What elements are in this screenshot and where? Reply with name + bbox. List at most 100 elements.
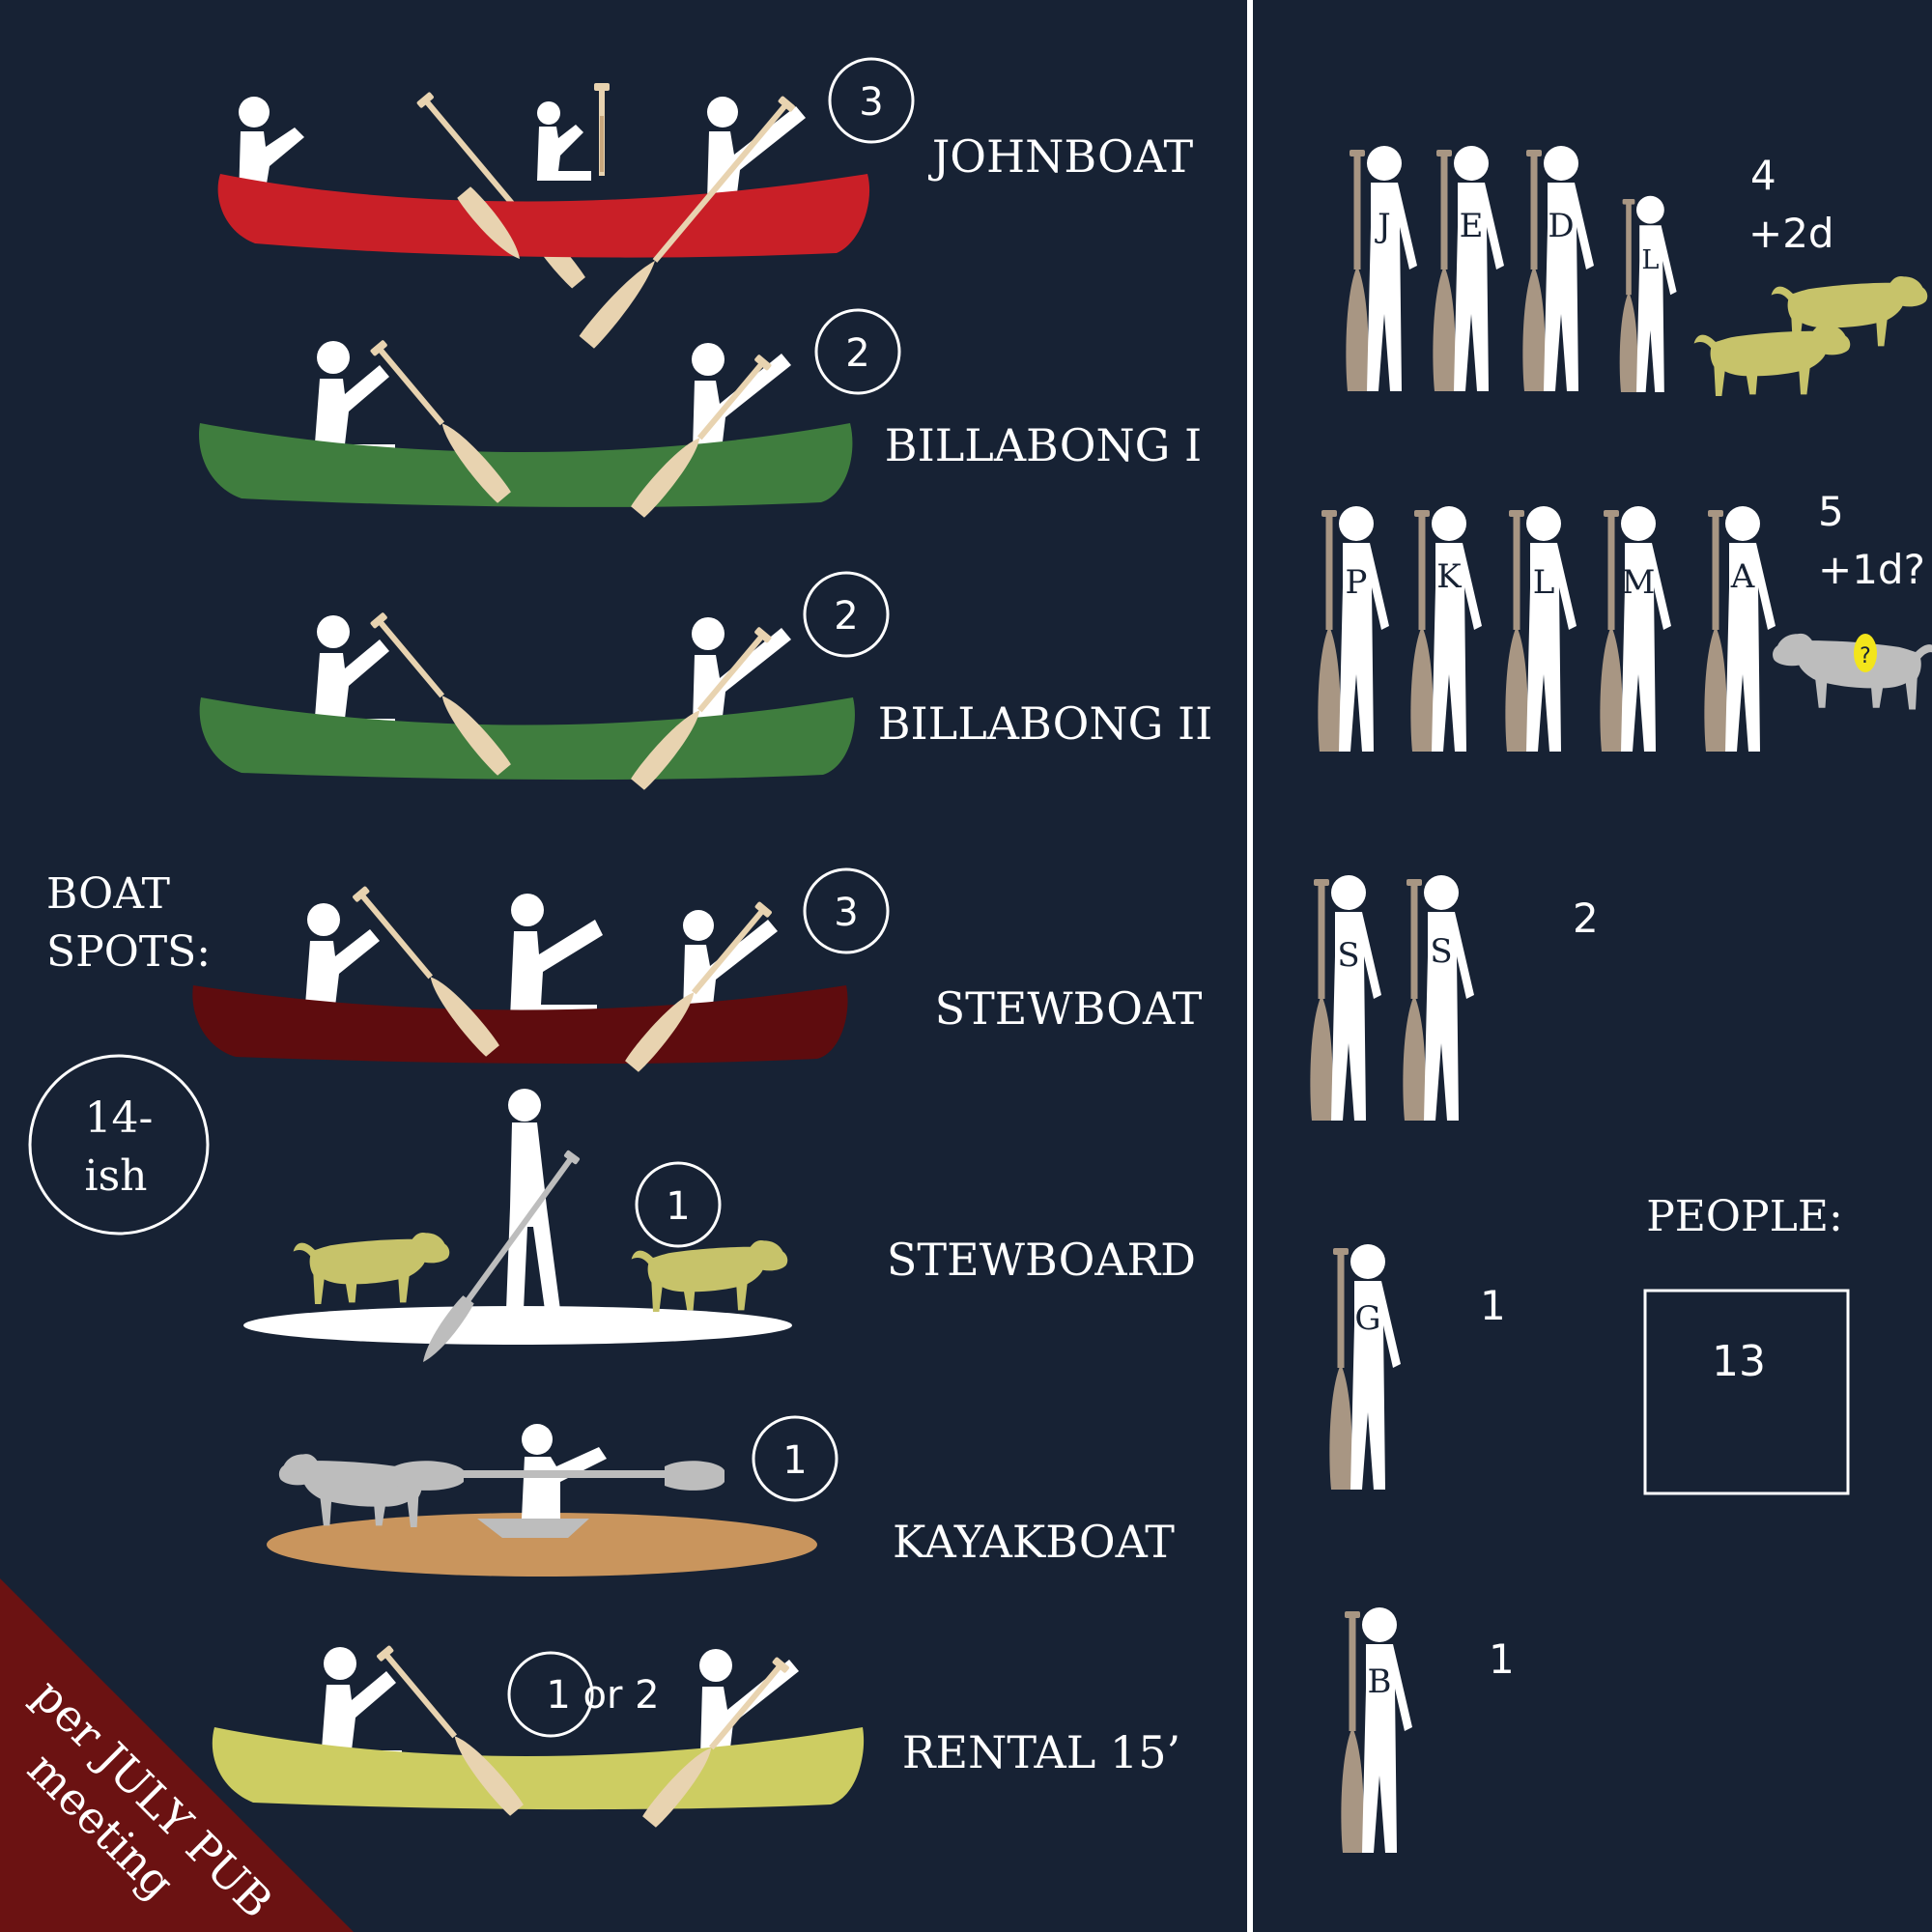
paddler-figure bbox=[314, 341, 395, 456]
question-mark: ? bbox=[1860, 644, 1871, 668]
paddler-figure bbox=[692, 343, 791, 450]
boat-kayakboat: 1 KAYAKBOAT bbox=[267, 1415, 1175, 1577]
spots-circle bbox=[803, 867, 890, 954]
spots-circle bbox=[828, 57, 915, 144]
paddler-figure bbox=[683, 910, 778, 1014]
boat-spots-total: 14- bbox=[85, 1094, 154, 1143]
group-dogs: +1d? bbox=[1818, 546, 1925, 593]
spots-count: 3 bbox=[834, 891, 858, 935]
standing-person: S bbox=[1310, 875, 1381, 1121]
kayak-hull bbox=[267, 1513, 817, 1577]
boat-spots-total: ish bbox=[85, 1151, 148, 1201]
people-group-3: S S 2 bbox=[1310, 875, 1599, 1121]
boat-name: STEWBOAT bbox=[935, 982, 1203, 1035]
standing-person: E bbox=[1433, 146, 1504, 391]
people-label: PEOPLE: bbox=[1646, 1192, 1843, 1241]
oar-icon bbox=[625, 901, 772, 1072]
standing-person: A bbox=[1704, 506, 1776, 752]
group-dogs: +2d bbox=[1748, 210, 1834, 257]
boat-name: BILLABONG I bbox=[885, 419, 1202, 471]
paddler-figure bbox=[537, 101, 591, 181]
spots-count: 2 bbox=[834, 594, 858, 639]
standing-person: K bbox=[1410, 506, 1482, 752]
standing-person: B bbox=[1341, 1607, 1412, 1853]
spots-count: 2 bbox=[845, 331, 869, 376]
group-count: 4 bbox=[1750, 152, 1776, 199]
dog-icon bbox=[1773, 633, 1932, 710]
person-initial: L bbox=[1533, 563, 1555, 602]
boat-name: BILLABONG II bbox=[878, 697, 1213, 750]
paddler-figure bbox=[314, 615, 395, 730]
person-initial: K bbox=[1436, 557, 1462, 596]
boat-spots-label: BOAT bbox=[46, 869, 170, 919]
boat-billabong-2: 2 BILLABONG II bbox=[199, 571, 1213, 790]
boat-name: RENTAL 15’ bbox=[902, 1726, 1180, 1778]
standing-paddler-figure bbox=[506, 1089, 560, 1310]
spots-count: 1 bbox=[782, 1438, 807, 1483]
oar-icon bbox=[594, 83, 610, 176]
paddler-figure bbox=[304, 903, 393, 1018]
spots-count: 1 bbox=[666, 1184, 690, 1229]
person-initial: D bbox=[1548, 207, 1574, 245]
boat-johnboat: 3 JOHNBOAT bbox=[217, 57, 1193, 349]
boat-spots-total-circle bbox=[28, 1054, 210, 1236]
standing-person: D bbox=[1522, 146, 1594, 391]
boat-stewboat: 3 STEWBOAT bbox=[192, 867, 1203, 1072]
spots-circle bbox=[814, 308, 901, 395]
paddler-figure bbox=[321, 1647, 402, 1762]
person-initial: M bbox=[1622, 563, 1656, 602]
person-initial: B bbox=[1368, 1662, 1392, 1701]
spots-circle bbox=[752, 1415, 838, 1502]
panel-divider bbox=[1247, 0, 1253, 1932]
oar-icon bbox=[377, 1645, 524, 1816]
person-initial: L bbox=[1641, 245, 1659, 275]
person-initial: E bbox=[1460, 207, 1484, 245]
standing-person: S bbox=[1403, 875, 1474, 1121]
spots-circle bbox=[635, 1161, 722, 1248]
standing-person: J bbox=[1346, 146, 1417, 391]
oar-icon bbox=[642, 1657, 789, 1828]
group-count: 5 bbox=[1818, 488, 1844, 535]
people-group-2: P K L M A 5 +1d? ? bbox=[1318, 488, 1932, 752]
people-total: 13 bbox=[1712, 1337, 1766, 1386]
people-group-4: G 1 bbox=[1329, 1244, 1506, 1490]
spots-circle bbox=[507, 1651, 594, 1738]
dog-icon bbox=[293, 1232, 450, 1304]
oar-blade bbox=[457, 186, 520, 259]
person-initial: G bbox=[1354, 1299, 1380, 1338]
paddleboard bbox=[243, 1306, 792, 1345]
spots-count: 1 or 2 bbox=[546, 1673, 659, 1718]
boat-stewboard: 1 STEWBOARD bbox=[243, 1089, 1196, 1362]
standing-person: L bbox=[1505, 506, 1577, 752]
person-initial: J bbox=[1375, 207, 1391, 245]
boat-billabong-1: 2 BILLABONG I bbox=[199, 308, 1202, 518]
group-count: 1 bbox=[1480, 1282, 1506, 1329]
standing-person: M bbox=[1600, 506, 1671, 752]
spots-circle bbox=[803, 571, 890, 658]
boat-hull bbox=[212, 1727, 865, 1810]
oar-icon bbox=[631, 355, 772, 518]
oar-icon bbox=[370, 340, 511, 503]
standing-person: L bbox=[1619, 195, 1677, 392]
boat-rental-15: 1 or 2 RENTAL 15’ bbox=[212, 1645, 1180, 1828]
sup-paddle-icon bbox=[423, 1150, 581, 1362]
person-initial: S bbox=[1337, 936, 1359, 975]
oar-icon bbox=[631, 627, 772, 790]
boat-spots-label: SPOTS: bbox=[46, 927, 211, 977]
standing-person: P bbox=[1318, 506, 1389, 752]
question-badge bbox=[1854, 634, 1877, 672]
dog-icon bbox=[631, 1239, 788, 1312]
people-group-1: J E D L 4 +2d bbox=[1346, 146, 1928, 396]
person-initial: S bbox=[1430, 932, 1452, 971]
person-initial: P bbox=[1346, 563, 1368, 602]
kayak-paddle-icon bbox=[394, 1461, 724, 1491]
kayak-paddler-figure bbox=[522, 1424, 607, 1519]
group-count: 2 bbox=[1573, 895, 1599, 942]
oar-icon bbox=[579, 96, 795, 349]
paddler-figure bbox=[692, 617, 791, 724]
boat-name: KAYAKBOAT bbox=[893, 1516, 1175, 1568]
boat-hull bbox=[199, 697, 855, 781]
oar-icon bbox=[353, 886, 499, 1057]
boat-name: STEWBOARD bbox=[887, 1234, 1196, 1286]
